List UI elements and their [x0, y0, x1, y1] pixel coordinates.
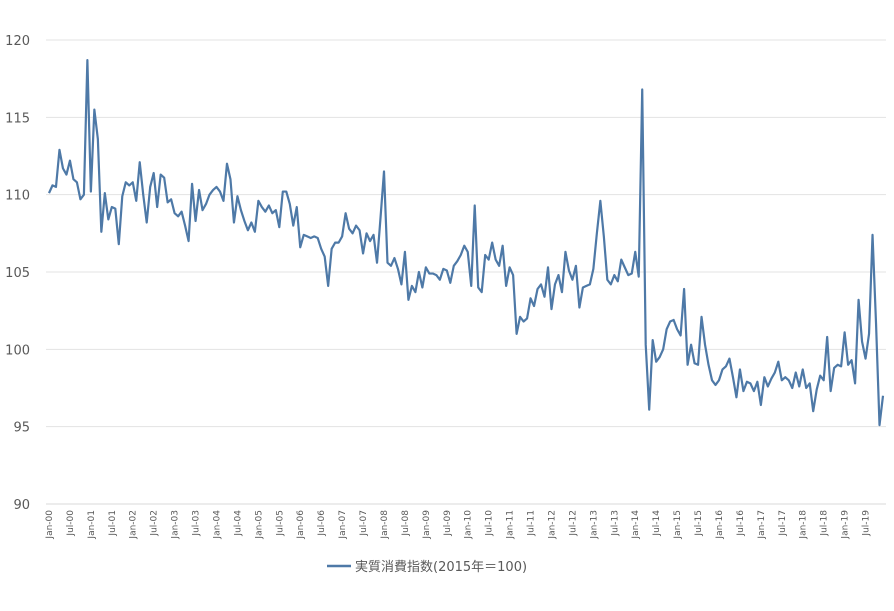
x-tick-label: Jul-16: [736, 510, 746, 537]
x-tick-label: Jul-07: [359, 510, 369, 537]
legend-label: 実質消費指数(2015年＝100): [355, 559, 527, 575]
x-tick-label: Jul-14: [652, 510, 662, 537]
x-tick-label: Jul-03: [192, 510, 202, 537]
x-tick-label: Jan-05: [254, 510, 264, 540]
x-tick-label: Jul-10: [485, 510, 495, 537]
x-tick-label: Jan-01: [87, 510, 97, 540]
y-tick-label: 100: [5, 343, 30, 358]
x-tick-label: Jan-03: [171, 510, 181, 540]
x-tick-label: Jan-09: [422, 510, 432, 540]
legend: 実質消費指数(2015年＝100): [327, 559, 527, 575]
x-tick-label: Jul-05: [275, 510, 285, 537]
y-tick-label: 105: [5, 266, 30, 281]
x-tick-label: Jul-13: [610, 510, 620, 537]
series-group: [49, 60, 883, 425]
x-tick-label: Jul-19: [862, 510, 872, 537]
x-tick-label: Jan-17: [757, 510, 767, 540]
x-tick-label: Jul-00: [66, 510, 76, 537]
series-line: [49, 60, 883, 425]
x-tick-label: Jul-04: [233, 510, 243, 537]
x-tick-label: Jan-13: [589, 510, 599, 540]
y-tick-label: 110: [5, 189, 30, 204]
y-tick-label: 115: [5, 111, 30, 126]
x-tick-label: Jul-02: [150, 510, 160, 537]
x-tick-label: Jul-06: [317, 510, 327, 537]
x-tick-label: Jan-16: [715, 510, 725, 540]
x-tick-label: Jan-14: [631, 510, 641, 540]
x-tick-label: Jan-19: [841, 510, 851, 540]
x-tick-label: Jan-02: [129, 510, 139, 540]
x-tick-label: Jan-04: [212, 510, 222, 540]
x-tick-label: Jan-08: [380, 510, 390, 540]
x-axis-ticks: Jan-00 Jul-00 Jan-01 Jul-01 Jan-02 Jul-02 Jan-…: [45, 510, 872, 540]
x-tick-label: Jul-08: [401, 510, 411, 537]
x-tick-label: Jan-06: [296, 510, 306, 540]
x-tick-label: Jul-12: [568, 510, 578, 537]
y-tick-label: 95: [13, 421, 30, 436]
x-tick-label: Jan-18: [799, 510, 809, 540]
y-tick-label: 120: [5, 34, 30, 49]
x-tick-label: Jan-10: [464, 510, 474, 540]
x-tick-label: Jan-11: [506, 510, 516, 540]
x-tick-label: Jan-15: [673, 510, 683, 540]
x-tick-label: Jul-09: [443, 510, 453, 537]
gridlines: [46, 40, 886, 427]
x-tick-label: Jul-17: [778, 510, 788, 537]
x-tick-label: Jan-12: [547, 510, 557, 540]
x-tick-label: Jul-01: [108, 510, 118, 537]
y-axis-ticks: 90 95 100 105 110 115 120: [5, 34, 30, 513]
x-tick-label: Jan-00: [45, 510, 55, 540]
x-tick-label: Jan-07: [338, 510, 348, 540]
x-tick-label: Jul-15: [694, 510, 704, 537]
x-tick-label: Jul-11: [527, 510, 537, 537]
y-tick-label: 90: [13, 498, 30, 513]
x-tick-label: Jul-18: [820, 510, 830, 537]
